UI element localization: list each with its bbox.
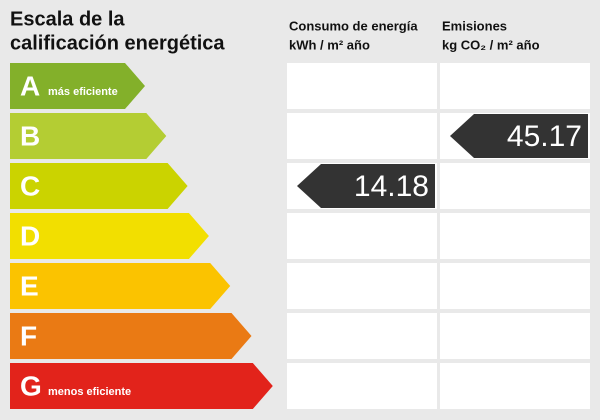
grade-arrow bbox=[10, 363, 273, 409]
grade-note: menos eficiente bbox=[48, 386, 131, 398]
grade-arrow bbox=[10, 213, 209, 259]
cell bbox=[440, 63, 590, 109]
value-arrow bbox=[450, 114, 588, 158]
cell bbox=[287, 363, 437, 409]
grade-arrow bbox=[10, 263, 231, 309]
cell bbox=[287, 263, 437, 309]
grade-letter: F bbox=[20, 320, 37, 351]
grade-letter: A bbox=[20, 70, 40, 101]
grade-arrow bbox=[10, 63, 145, 109]
cell bbox=[287, 213, 437, 259]
grade-letter: B bbox=[20, 120, 40, 151]
title: Escala de la bbox=[10, 8, 125, 30]
cell bbox=[287, 113, 437, 159]
value: 45.17 bbox=[507, 120, 582, 153]
grade-arrow bbox=[10, 313, 252, 359]
column-heading: Emisiones bbox=[442, 18, 507, 33]
cell bbox=[440, 163, 590, 209]
grade-arrow bbox=[10, 113, 167, 159]
title: calificación energética bbox=[10, 32, 225, 54]
cell bbox=[440, 313, 590, 359]
grade-letter: C bbox=[20, 170, 40, 201]
column-unit: kg CO₂ / m² año bbox=[442, 37, 540, 52]
column-heading: Consumo de energía bbox=[289, 18, 418, 33]
grade-letter: E bbox=[20, 270, 39, 301]
cell bbox=[287, 313, 437, 359]
grade-letter: D bbox=[20, 220, 40, 251]
grade-arrow bbox=[10, 163, 188, 209]
grade-letter: G bbox=[20, 370, 42, 401]
column-unit: kWh / m² año bbox=[289, 37, 370, 52]
cell bbox=[287, 63, 437, 109]
cell bbox=[440, 363, 590, 409]
grade-note: más eficiente bbox=[48, 86, 118, 98]
value-arrow bbox=[297, 164, 435, 208]
cell bbox=[440, 263, 590, 309]
value: 14.18 bbox=[354, 170, 429, 203]
cell bbox=[440, 213, 590, 259]
